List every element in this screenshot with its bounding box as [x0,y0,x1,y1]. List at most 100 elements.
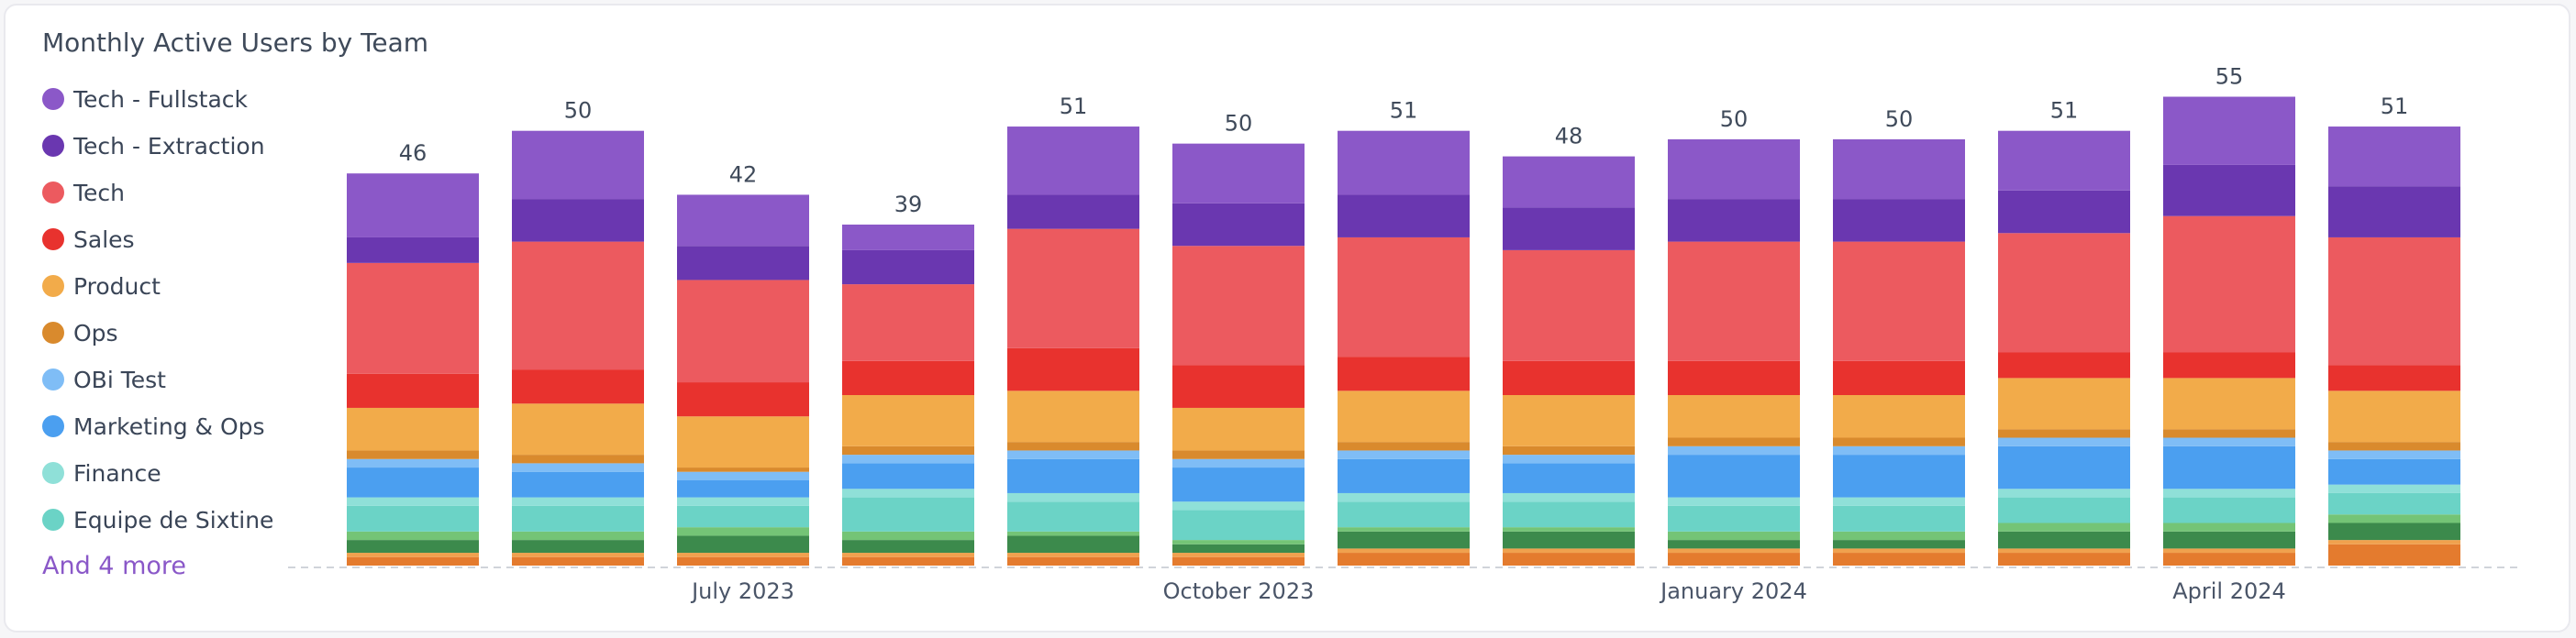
bar-segment[interactable] [1007,450,1139,459]
bar-segment[interactable] [1172,544,1305,554]
bar-segment[interactable] [347,173,479,237]
legend-item[interactable]: Product [42,271,161,301]
bar-segment[interactable] [1338,194,1470,237]
bar-segment[interactable] [1503,249,1635,361]
bar-segment[interactable] [1503,395,1635,446]
bar-segment[interactable] [1503,527,1635,532]
bar-segment[interactable] [2328,540,2460,544]
bar-segment[interactable] [1998,233,2130,353]
bar-segment[interactable] [842,395,974,446]
bar-segment[interactable] [1998,489,2130,498]
bar-segment[interactable] [1998,378,2130,430]
bar-segment[interactable] [1172,143,1305,204]
bar-segment[interactable] [1668,446,1800,456]
bar-segment[interactable] [1007,228,1139,348]
bar-segment[interactable] [1503,455,1635,464]
bar-segment[interactable] [1503,531,1635,549]
bar-segment[interactable] [677,246,809,280]
bar-segment[interactable] [842,284,974,361]
bar-segment[interactable] [677,535,809,554]
bar-segment[interactable] [1338,450,1470,459]
bar-segment[interactable] [347,505,479,532]
bar-segment[interactable] [842,556,974,566]
bar-segment[interactable] [842,553,974,557]
bar-segment[interactable] [1338,442,1470,451]
bar-segment[interactable] [1833,455,1965,498]
bar-segment[interactable] [677,497,809,506]
bar-segment[interactable] [347,262,479,374]
bar-segment[interactable] [512,199,644,242]
bar-segment[interactable] [1503,492,1635,502]
bar-segment[interactable] [1668,497,1800,506]
bar-segment[interactable] [1998,190,2130,234]
bar-segment[interactable] [677,556,809,566]
bar-segment[interactable] [1833,540,1965,549]
legend-item[interactable]: Sales [42,225,135,254]
bar-segment[interactable] [2163,446,2295,490]
bar-segment[interactable] [347,497,479,506]
bar-segment[interactable] [1668,395,1800,438]
bar-segment[interactable] [677,505,809,528]
bar-segment[interactable] [1998,553,2130,566]
bar-segment[interactable] [1668,548,1800,554]
bar-segment[interactable] [1833,437,1965,446]
bar-segment[interactable] [1338,458,1470,493]
bar-segment[interactable] [1998,446,2130,490]
bar-segment[interactable] [1503,553,1635,566]
bar-segment[interactable] [1172,556,1305,566]
bar-segment[interactable] [512,497,644,506]
bar-segment[interactable] [512,403,644,456]
bar-segment[interactable] [1503,501,1635,528]
bar-segment[interactable] [347,556,479,566]
bar-segment[interactable] [842,249,974,285]
bar-segment[interactable] [2328,544,2460,566]
bar-segment[interactable] [512,241,644,370]
bar-segment[interactable] [677,480,809,498]
bar-segment[interactable] [1338,492,1470,502]
bar-segment[interactable] [1503,360,1635,395]
bar-segment[interactable] [1833,505,1965,532]
bar-segment[interactable] [2163,489,2295,498]
bar-segment[interactable] [1338,130,1470,195]
bar-segment[interactable] [842,360,974,395]
bar-segment[interactable] [2328,236,2460,366]
bar-segment[interactable] [2163,96,2295,165]
bar-segment[interactable] [2163,522,2295,532]
bar-segment[interactable] [512,540,644,554]
bar-segment[interactable] [1668,199,1800,242]
bar-segment[interactable] [1172,553,1305,557]
bar-segment[interactable] [2328,365,2460,391]
bar-segment[interactable] [1503,463,1635,493]
bar-segment[interactable] [677,382,809,417]
bar-segment[interactable] [1007,126,1139,195]
bar-segment[interactable] [1998,531,2130,549]
bar-segment[interactable] [2163,215,2295,353]
bar-segment[interactable] [512,455,644,464]
bar-segment[interactable] [677,416,809,468]
bar-segment[interactable] [1172,450,1305,459]
bar-segment[interactable] [1007,535,1139,554]
bar-segment[interactable] [1338,531,1470,549]
bar-segment[interactable] [1338,527,1470,532]
bar-segment[interactable] [512,369,644,404]
legend-item[interactable]: Tech [42,178,125,207]
bar-segment[interactable] [1172,458,1305,468]
bar-segment[interactable] [2163,497,2295,523]
bar-segment[interactable] [1172,203,1305,247]
bar-segment[interactable] [1007,492,1139,502]
bar-segment[interactable] [842,531,974,541]
bar-segment[interactable] [842,463,974,490]
legend-item[interactable]: Finance [42,458,161,488]
bar-segment[interactable] [1338,236,1470,358]
bar-segment[interactable] [1998,130,2130,191]
bar-segment[interactable] [1007,553,1139,557]
bar-segment[interactable] [347,531,479,541]
bar-segment[interactable] [347,458,479,468]
bar-segment[interactable] [512,531,644,541]
bar-segment[interactable] [1338,553,1470,566]
bar-segment[interactable] [1998,429,2130,438]
bar-segment[interactable] [1007,531,1139,536]
bar-segment[interactable] [1172,365,1305,408]
bar-segment[interactable] [1668,553,1800,566]
bar-segment[interactable] [347,373,479,408]
